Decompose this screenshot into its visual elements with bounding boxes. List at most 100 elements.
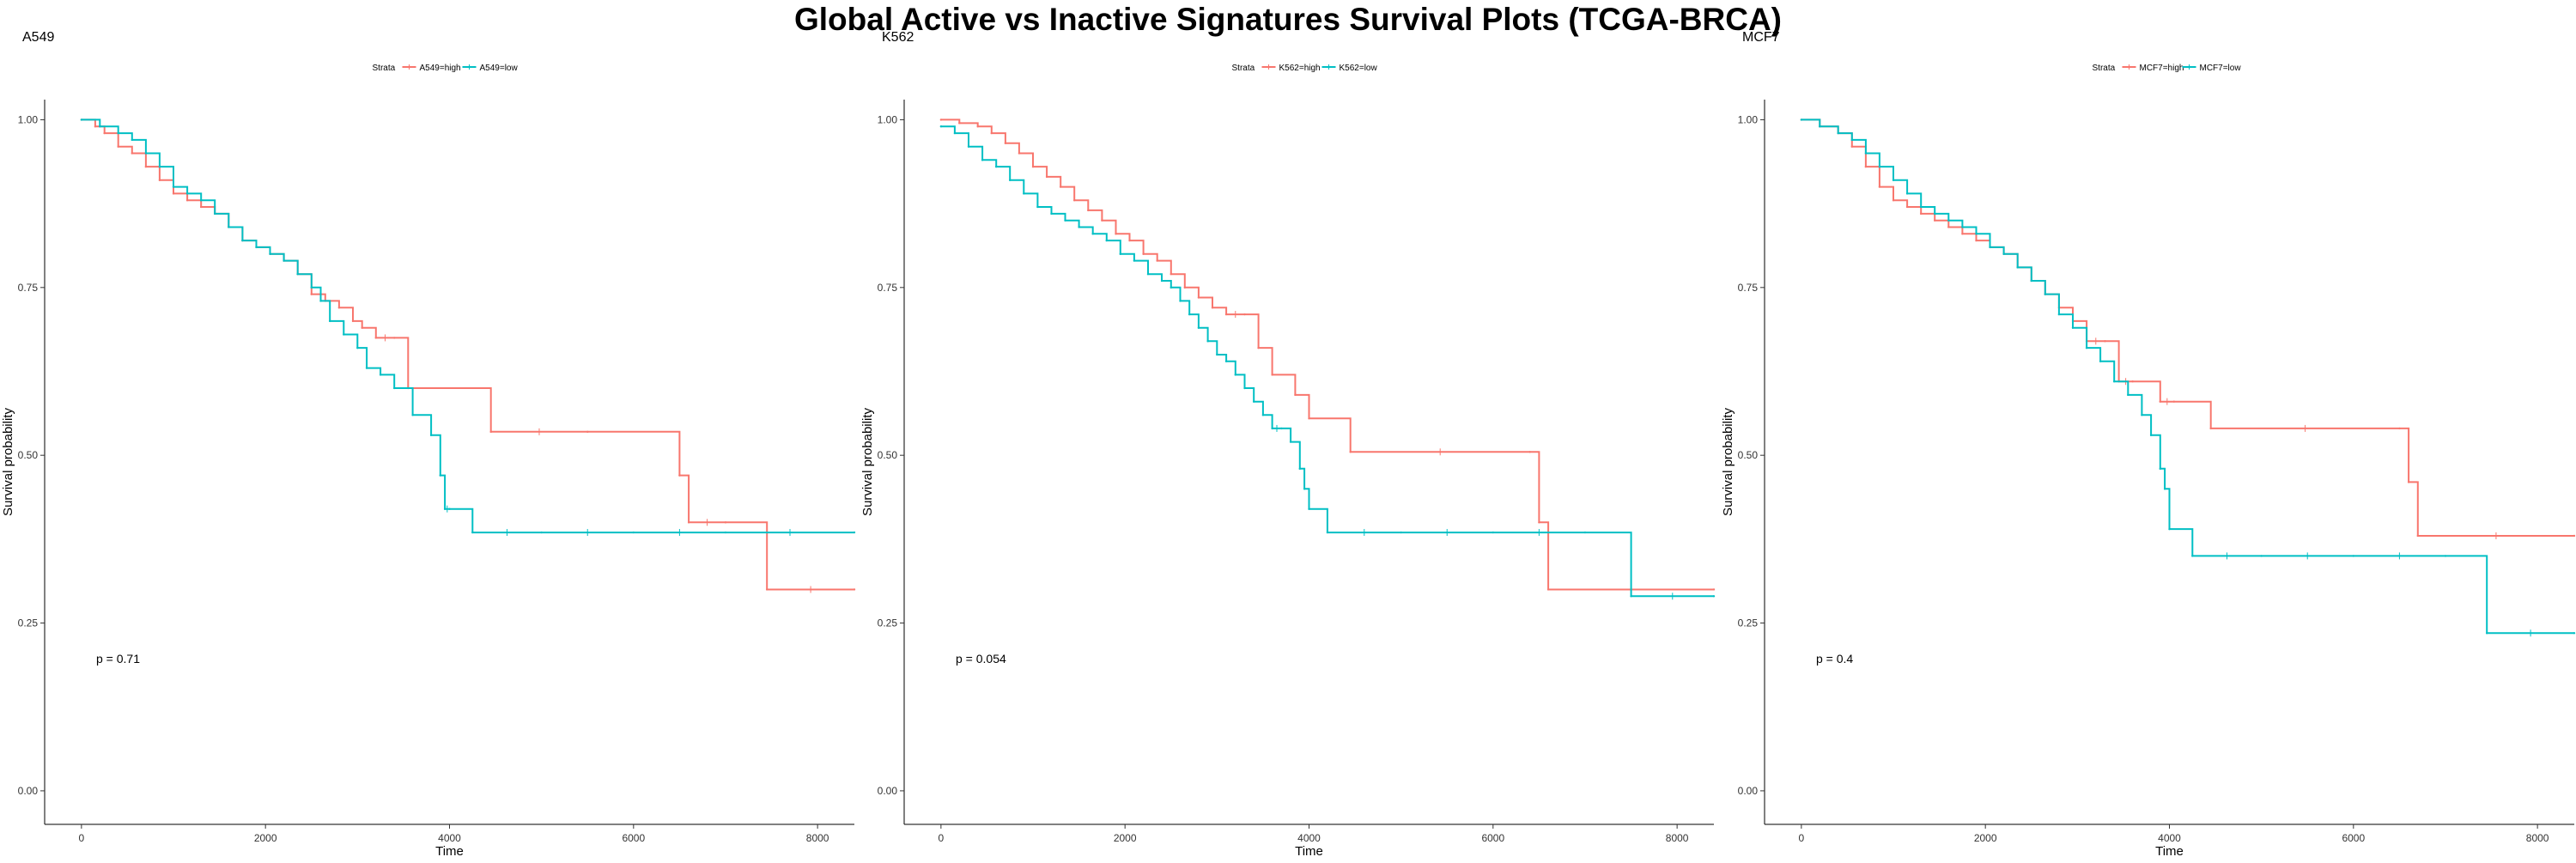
x-tick-label: 4000 — [2158, 832, 2181, 844]
data-point — [443, 507, 447, 510]
data-point — [1308, 507, 1310, 510]
data-point — [2260, 555, 2263, 557]
data-point — [94, 125, 97, 128]
data-point — [1073, 199, 1076, 202]
data-point — [131, 152, 134, 155]
data-point — [2191, 555, 2194, 557]
data-point — [1975, 239, 1978, 242]
data-point — [379, 374, 382, 376]
data-point — [393, 386, 396, 390]
p-value-label: p = 0.054 — [956, 652, 1006, 665]
data-point — [1101, 219, 1103, 222]
data-point — [1179, 300, 1182, 302]
data-point — [1905, 205, 1909, 209]
data-point — [981, 159, 984, 161]
data-point — [1064, 219, 1066, 222]
data-point — [1197, 326, 1200, 329]
data-point — [724, 521, 727, 524]
legend-label-0: A549=high — [420, 64, 461, 73]
data-point — [319, 300, 322, 302]
data-point — [2149, 434, 2153, 436]
y-axis-title: Survival probability — [860, 408, 875, 516]
data-point — [1224, 360, 1228, 362]
data-point — [471, 531, 474, 534]
data-point — [2113, 380, 2116, 383]
data-point — [1156, 259, 1158, 262]
data-point — [1115, 233, 1117, 235]
panel-mcf7: MCF7 Strata MCF7=high MCF7=low 0.00 0.25 0.50 0… — [1721, 30, 2576, 859]
data-point — [1224, 313, 1228, 316]
p-value-label: p = 0.71 — [96, 652, 140, 665]
data-point — [1119, 252, 1122, 255]
legend-label-0: K562=high — [1279, 64, 1321, 73]
panel-title: MCF7 — [1742, 30, 1780, 45]
y-tick-label: 1.00 — [18, 113, 39, 125]
data-point — [2099, 360, 2102, 362]
y-tick-label: 1.00 — [1738, 113, 1759, 125]
data-point — [1197, 296, 1200, 299]
y-tick-label: 0.50 — [878, 449, 898, 461]
data-point — [1257, 346, 1260, 349]
data-point — [158, 179, 161, 181]
y-tick-label: 0.00 — [1738, 785, 1759, 797]
data-point — [214, 212, 216, 216]
y-tick-label: 0.25 — [1738, 617, 1759, 629]
data-point — [2398, 427, 2401, 430]
data-point — [1188, 313, 1191, 316]
x-tick-label: 4000 — [1297, 832, 1321, 844]
data-point — [1142, 252, 1145, 255]
data-point — [80, 119, 83, 121]
y-axis-title: Survival probability — [1721, 408, 1735, 516]
data-point — [1961, 233, 1964, 235]
data-point — [990, 131, 993, 135]
data-point — [328, 319, 331, 323]
data-point — [1261, 414, 1265, 416]
data-point — [2168, 527, 2171, 531]
x-tick-label: 0 — [79, 832, 85, 844]
data-point — [1934, 212, 1936, 216]
data-point — [241, 239, 244, 242]
data-point — [1170, 286, 1172, 289]
data-point — [958, 122, 961, 125]
survival-curve-1 — [1801, 119, 2574, 635]
data-point — [632, 531, 635, 534]
data-point — [765, 588, 769, 591]
data-point — [1243, 386, 1246, 390]
x-tick-label: 8000 — [806, 832, 829, 844]
data-point — [144, 165, 148, 168]
data-point — [365, 367, 368, 369]
data-point — [724, 531, 727, 534]
data-point — [1216, 353, 1218, 356]
data-point — [1160, 279, 1163, 283]
data-point — [337, 307, 341, 309]
data-point — [228, 226, 230, 228]
data-point — [1023, 192, 1025, 195]
data-point — [429, 434, 433, 436]
data-point — [2002, 252, 2005, 255]
y-axis-title: Survival probability — [1, 408, 15, 516]
survival-curve-0 — [1801, 119, 2574, 537]
legend-title: Strata — [1232, 64, 1255, 73]
data-point — [1170, 272, 1172, 276]
data-point — [351, 319, 355, 323]
data-point — [1234, 374, 1236, 376]
data-point — [1183, 286, 1187, 289]
data-point — [448, 507, 451, 510]
data-point — [976, 125, 979, 128]
data-point — [2159, 467, 2161, 471]
data-point — [1004, 142, 1007, 144]
y-tick-label: 0.50 — [1738, 449, 1759, 461]
data-point — [1271, 374, 1273, 376]
x-tick-label: 8000 — [2526, 832, 2549, 844]
data-point — [172, 192, 175, 195]
data-point — [2172, 400, 2176, 403]
data-point — [1400, 531, 1402, 534]
data-point — [2044, 293, 2047, 295]
data-point — [393, 337, 396, 339]
data-point — [2352, 555, 2355, 557]
panel-title: K562 — [882, 30, 914, 45]
data-point — [172, 185, 175, 188]
data-point — [1934, 219, 1936, 222]
figure-title: Global Active vs Inactive Signatures Sur… — [793, 2, 1783, 37]
